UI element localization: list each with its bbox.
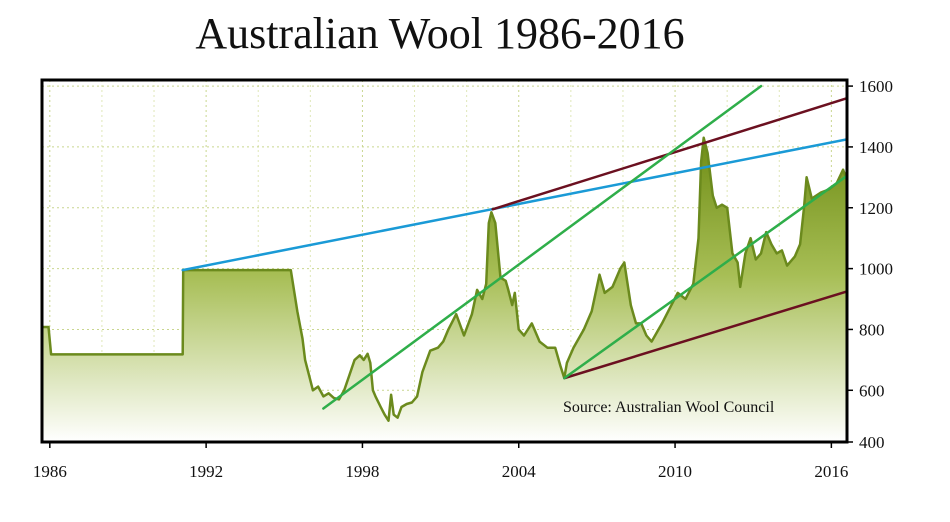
x-tick-label: 2016 [814,462,848,481]
y-tick-label: 800 [859,320,885,339]
trend-line-1 [181,138,847,272]
y-axis: 400 600 800 1000 1200 1400 1600 [847,77,893,452]
y-tick-label: 1000 [859,260,893,279]
y-tick-label: 1200 [859,199,893,218]
trend-line-3 [563,290,847,380]
source-annotation: Source: Australian Wool Council [563,399,775,416]
y-tick-label: 600 [859,381,885,400]
x-axis: 1986 1992 1998 2004 2010 2016 [33,442,848,481]
x-tick-label: 1992 [189,462,223,481]
price-area [42,137,847,442]
x-tick-label: 2010 [658,462,692,481]
trend-line-5 [563,174,847,380]
x-tick-label: 1998 [345,462,379,481]
trend-line-4 [322,84,763,410]
x-tick-label: 2004 [502,462,537,481]
chart-title: Australian Wool 1986-2016 [195,9,685,58]
trend-lines [181,84,847,410]
price-line [42,136,847,422]
y-tick-label: 1400 [859,138,893,157]
plot-frame [40,78,849,444]
y-tick-label: 400 [859,433,885,452]
x-tick-label: 1986 [33,462,67,481]
y-tick-label: 1600 [859,77,893,96]
